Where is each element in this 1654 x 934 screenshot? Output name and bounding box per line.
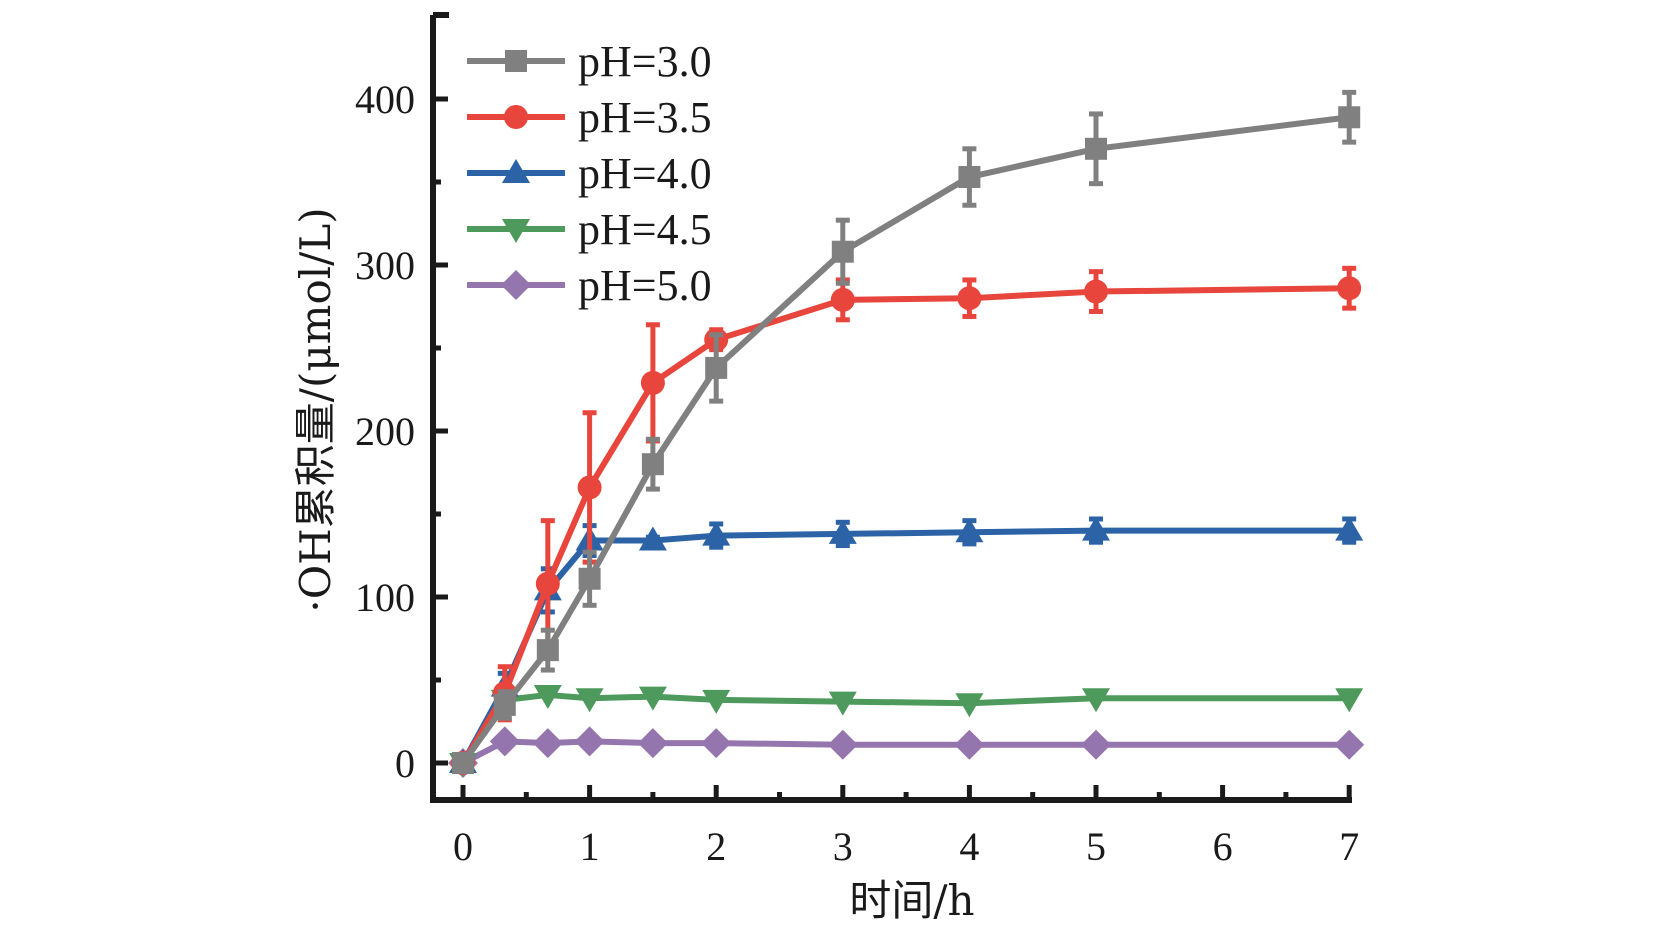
- y-tick-label: 0: [395, 741, 415, 786]
- series-line: [460, 114, 1350, 765]
- data-point: [705, 356, 728, 379]
- legend-label: pH=5.0: [578, 261, 712, 310]
- data-point: [536, 639, 559, 662]
- data-point: [957, 286, 982, 311]
- data-point: [1082, 516, 1110, 541]
- data-point: [452, 752, 474, 774]
- data-point: [958, 166, 981, 189]
- y-axis-title: ·OH累积量/(μmol/L): [291, 207, 340, 612]
- legend-marker: [502, 159, 530, 183]
- x-tick-label: 6: [1213, 824, 1233, 869]
- y-tick-label: 300: [355, 243, 415, 288]
- data-point: [955, 693, 984, 718]
- data-point: [532, 728, 563, 759]
- data-point: [574, 726, 605, 757]
- data-point: [577, 475, 602, 500]
- data-point: [1334, 729, 1365, 760]
- legend-item: pH=5.0: [467, 261, 712, 310]
- data-point: [1338, 106, 1361, 129]
- x-axis-title: 时间/h: [849, 876, 974, 925]
- legend-label: pH=4.5: [578, 205, 712, 254]
- legend-label: pH=3.5: [578, 93, 712, 142]
- data-point: [955, 518, 984, 543]
- y-tick-label: 100: [355, 575, 415, 620]
- legend-marker: [505, 50, 527, 72]
- data-point: [575, 688, 604, 713]
- x-tick-label: 7: [1339, 824, 1359, 869]
- data-point: [702, 521, 731, 546]
- data-point: [489, 726, 520, 757]
- legend-item: pH=4.5: [467, 205, 712, 254]
- legend-item: pH=3.5: [467, 93, 712, 142]
- x-tick-label: 2: [706, 824, 726, 869]
- data-point: [1335, 688, 1364, 713]
- x-tick-label: 1: [580, 824, 600, 869]
- y-tick-label: 200: [355, 409, 415, 454]
- legend-marker: [501, 270, 531, 300]
- data-point: [533, 684, 562, 709]
- legend-item: pH=3.0: [467, 37, 712, 86]
- x-tick-label: 4: [959, 824, 979, 869]
- series-ph-3-0: [452, 89, 1361, 774]
- legend-marker: [504, 105, 528, 129]
- data-point: [638, 526, 667, 551]
- legend-marker: [502, 219, 530, 243]
- data-point: [1085, 137, 1107, 160]
- series-line: [460, 285, 1350, 765]
- data-point: [828, 691, 857, 716]
- data-point: [638, 686, 667, 711]
- data-point: [637, 728, 668, 759]
- data-point: [493, 693, 516, 716]
- series-line: [460, 691, 1350, 765]
- data-point: [831, 240, 854, 263]
- data-point: [1082, 688, 1110, 713]
- series-line: [461, 738, 1350, 766]
- data-point: [578, 567, 601, 590]
- data-point: [640, 370, 665, 395]
- data-point: [1081, 729, 1111, 760]
- legend-item: pH=4.0: [467, 149, 712, 198]
- x-tick-label: 5: [1086, 824, 1106, 869]
- axes: 0 100 200 300 400 0 1 2 3 4 5 6 7: [355, 12, 1359, 869]
- y-tick-label: 400: [355, 77, 415, 122]
- data-point: [830, 287, 855, 312]
- data-point: [702, 689, 731, 714]
- plot-series: [448, 89, 1365, 778]
- data-point: [641, 453, 664, 476]
- legend-label: pH=3.0: [578, 37, 712, 86]
- data-point: [1084, 279, 1108, 304]
- legend: pH=3.0 pH=3.5 pH=4.0 pH=4.5 pH=5.0: [467, 37, 712, 310]
- data-point: [828, 519, 857, 544]
- data-point: [1335, 516, 1364, 541]
- data-point: [1337, 276, 1362, 301]
- data-point: [701, 728, 732, 759]
- series-ph-5-0: [448, 726, 1365, 778]
- legend-label: pH=4.0: [578, 149, 712, 198]
- data-point: [954, 729, 985, 760]
- x-tick-label: 3: [833, 824, 853, 869]
- data-point: [535, 571, 560, 596]
- x-tick-label: 0: [453, 824, 473, 869]
- data-point: [827, 729, 858, 760]
